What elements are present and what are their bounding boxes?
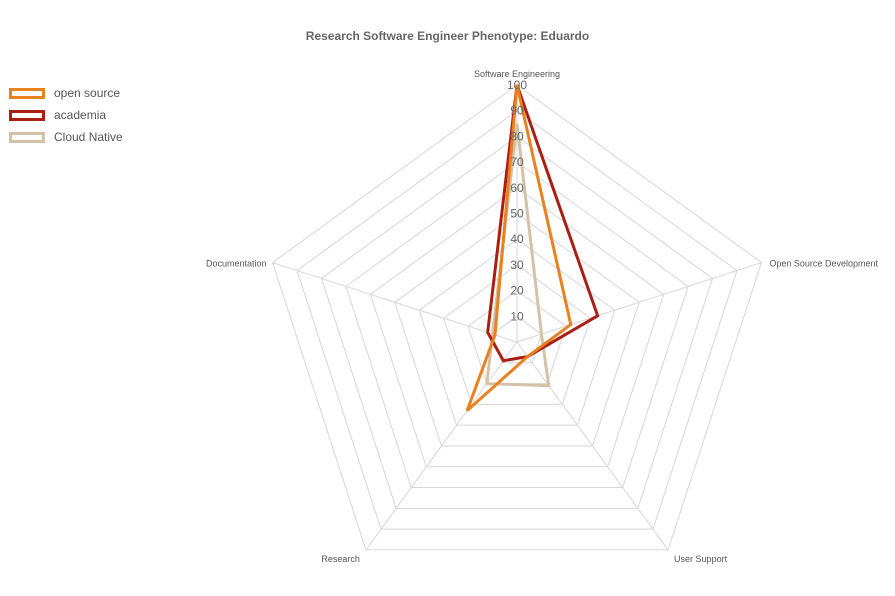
axis-label: Open Source Development [769,259,878,269]
legend-item-academia[interactable]: academia [9,104,123,126]
legend-label: academia [54,108,107,122]
legend-swatch [9,131,45,143]
tick-label: 100 [507,78,527,92]
grid-ring [443,264,591,405]
axis-label: Research [321,554,360,564]
tick-label: 70 [510,155,524,169]
tick-label: 30 [510,258,524,272]
series-line-0 [465,84,573,412]
axis-label: Documentation [206,259,267,269]
grid-ring [345,161,689,489]
series-line-1 [486,84,600,363]
tick-label: 80 [510,129,524,143]
grid-ring [271,84,763,551]
axis-spoke [365,341,518,551]
legend-swatch [9,87,45,99]
tick-label: 90 [510,104,524,118]
tick-label: 50 [510,207,524,221]
legend-swatch [9,109,45,121]
axis-spoke [272,262,518,343]
grid-ring [320,135,714,509]
grid-ring [394,212,640,447]
legend-label: open source [54,86,121,100]
legend-label: Cloud Native [54,130,123,144]
grid-ring [296,110,738,530]
tick-label: 20 [510,284,524,298]
chart-title: Research Software Engineer Phenotype: Ed… [305,29,590,43]
legend-item-open-source[interactable]: open source [9,82,123,104]
tick-label: 60 [510,181,524,195]
tick-label: 10 [510,309,524,323]
legend-item-cloud-native[interactable]: Cloud Native [9,126,123,148]
grid-ring [418,238,616,426]
series-line-2 [485,123,551,388]
axis-label: Software Engineering [474,69,560,79]
axis-spoke [516,341,669,551]
legend: open source academia Cloud Native [9,82,123,148]
tick-label: 40 [510,232,524,246]
axis-label: User Support [674,554,728,564]
grid-ring [369,187,665,468]
axis-spoke [516,262,762,343]
